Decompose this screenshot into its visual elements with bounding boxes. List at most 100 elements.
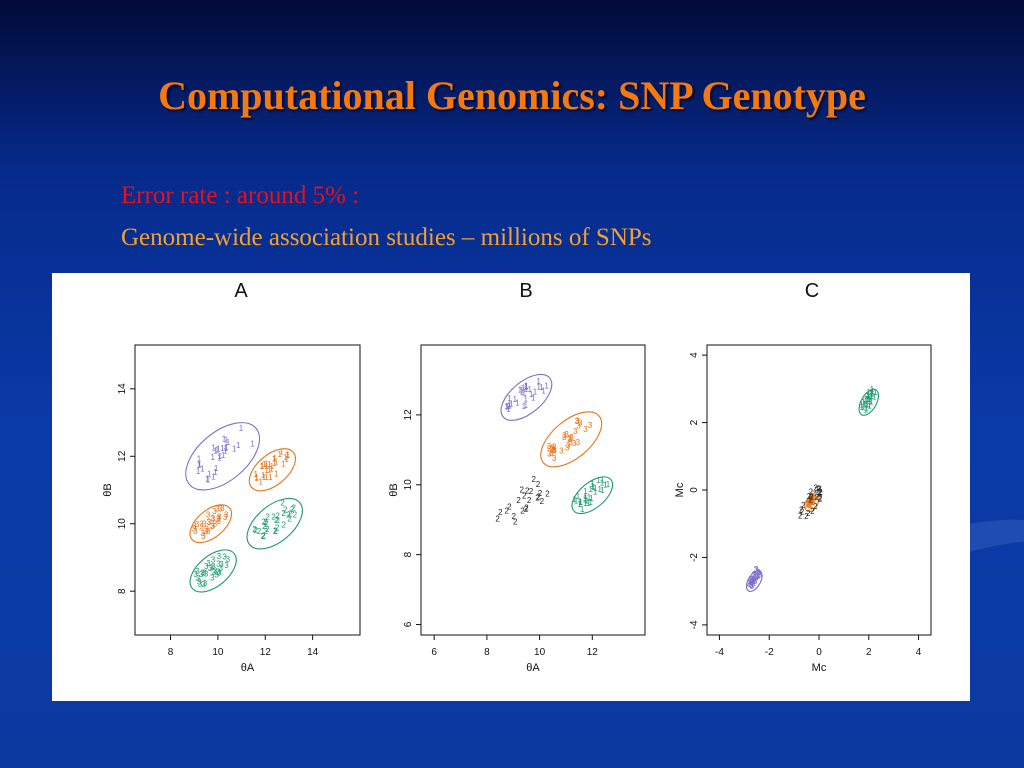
data-point-mark: 2 — [275, 524, 280, 533]
data-point-mark: 3 — [204, 562, 209, 571]
data-point-mark: 2 — [809, 493, 814, 502]
data-point-mark: 1 — [269, 465, 274, 474]
data-point-mark: 1 — [529, 390, 534, 399]
data-point-mark: 1 — [259, 462, 264, 471]
plot-frame — [420, 344, 646, 636]
data-point-mark: 3 — [575, 417, 580, 426]
data-point-mark: 2 — [283, 506, 288, 515]
data-point-mark: 3 — [588, 421, 593, 430]
data-point-mark: 1 — [596, 476, 601, 485]
data-point-mark: 1 — [515, 398, 520, 407]
data-point-mark: 1 — [537, 382, 542, 391]
data-point-mark: 3 — [552, 442, 557, 451]
data-point-mark: 3 — [750, 582, 755, 591]
data-point-mark: 1 — [531, 393, 536, 402]
data-point-mark: 3 — [559, 446, 564, 455]
data-point-mark: 1 — [262, 460, 267, 469]
data-point-mark: 2 — [525, 486, 530, 495]
error-rate-text: Error rate : around 5% : — [121, 182, 360, 209]
data-point-mark: 1 — [277, 450, 282, 459]
data-point-mark: 1 — [505, 402, 510, 411]
data-point-mark: 3 — [569, 433, 574, 442]
data-point-mark: 3 — [206, 559, 211, 568]
data-point-mark: 1 — [264, 473, 269, 482]
data-point-mark: 1 — [279, 447, 284, 456]
data-point-mark: 1 — [274, 469, 279, 478]
data-point-mark: 2 — [810, 492, 815, 501]
data-point-mark: 1 — [869, 392, 874, 401]
y-tick-label: 10 — [403, 479, 414, 491]
y-tick-label: 0 — [689, 487, 700, 493]
data-point-mark: 1 — [520, 386, 525, 395]
data-point-mark: 2 — [806, 500, 811, 509]
data-point-mark: 1 — [533, 388, 538, 397]
data-point-mark: 3 — [207, 518, 212, 527]
data-point-mark: 3 — [550, 445, 555, 454]
cluster-ellipse — [858, 388, 880, 416]
y-tick-label: 8 — [117, 588, 128, 594]
data-point-mark: 3 — [203, 579, 208, 588]
data-point-mark: 1 — [281, 459, 286, 468]
cluster-ellipse — [246, 497, 303, 550]
data-point-mark: 1 — [606, 480, 611, 489]
x-tick-label: 6 — [431, 647, 437, 658]
genotype-cluster-figure: A 8 10 12 14 8 10 12 14 θA θB 1 1 1 1 1 1 1 1 1 1 1 1 1 1 1 1 1 1 1 1 1… — [52, 273, 970, 701]
data-point-mark: 1 — [197, 460, 202, 469]
data-point-mark: 2 — [288, 510, 293, 519]
data-point-mark: 1 — [524, 385, 529, 394]
data-point-mark: 3 — [566, 441, 571, 450]
data-point-mark: 3 — [217, 512, 222, 521]
data-point-mark: 3 — [550, 444, 555, 453]
data-point-mark: 1 — [224, 443, 229, 452]
data-point-mark: 1 — [864, 400, 869, 409]
data-point-mark: 3 — [226, 555, 231, 564]
y-tick-label: 8 — [403, 551, 414, 557]
data-point-mark: 1 — [267, 466, 272, 475]
data-point-mark: 3 — [216, 517, 221, 526]
data-point-mark: 3 — [746, 580, 751, 589]
data-point-mark: 1 — [578, 498, 583, 507]
y-tick-label: -4 — [689, 620, 700, 629]
y-tick-label: 2 — [689, 419, 700, 425]
data-point-mark: 2 — [808, 501, 813, 510]
plot-frame — [134, 344, 361, 636]
data-point-mark: 3 — [551, 445, 556, 454]
data-point-mark: 2 — [808, 498, 813, 507]
cluster-ellipse — [248, 448, 296, 492]
data-point-mark: 2 — [498, 508, 503, 517]
data-point-mark: 1 — [197, 455, 202, 464]
data-point-mark: 3 — [562, 431, 567, 440]
x-tick-label: -4 — [715, 647, 724, 658]
data-point-mark: 1 — [255, 473, 260, 482]
cluster-ellipse — [745, 570, 763, 592]
panel-label-C: C — [805, 280, 819, 302]
data-point-mark: 1 — [591, 483, 596, 492]
y-tick-label: 12 — [117, 450, 128, 462]
data-point-mark: 3 — [195, 520, 200, 529]
data-point-mark: 3 — [204, 527, 209, 536]
data-point-mark: 3 — [754, 572, 759, 581]
data-point-mark: 3 — [219, 560, 224, 569]
data-point-mark: 1 — [577, 500, 582, 509]
data-point-mark: 1 — [586, 499, 591, 508]
data-point-mark: 2 — [495, 515, 500, 524]
data-point-mark: 3 — [568, 438, 573, 447]
data-point-mark: 1 — [217, 454, 222, 463]
y-tick-label: 4 — [689, 352, 700, 358]
data-point-mark: 1 — [213, 447, 218, 456]
data-point-mark: 2 — [808, 502, 813, 511]
data-point-mark: 1 — [588, 485, 593, 494]
x-tick-label: 12 — [260, 647, 272, 658]
data-point-mark: 1 — [865, 395, 870, 404]
data-point-mark: 3 — [216, 560, 221, 569]
data-point-mark: 3 — [195, 567, 200, 576]
data-point-mark: 2 — [810, 496, 815, 505]
data-point-mark: 2 — [816, 484, 821, 493]
x-tick-label: 10 — [212, 647, 224, 658]
data-point-mark: 3 — [751, 571, 756, 580]
data-point-mark: 1 — [868, 397, 873, 406]
data-point-mark: 1 — [207, 469, 212, 478]
data-point-mark: 1 — [507, 402, 512, 411]
data-point-mark: 1 — [576, 492, 581, 501]
data-point-mark: 3 — [567, 434, 572, 443]
